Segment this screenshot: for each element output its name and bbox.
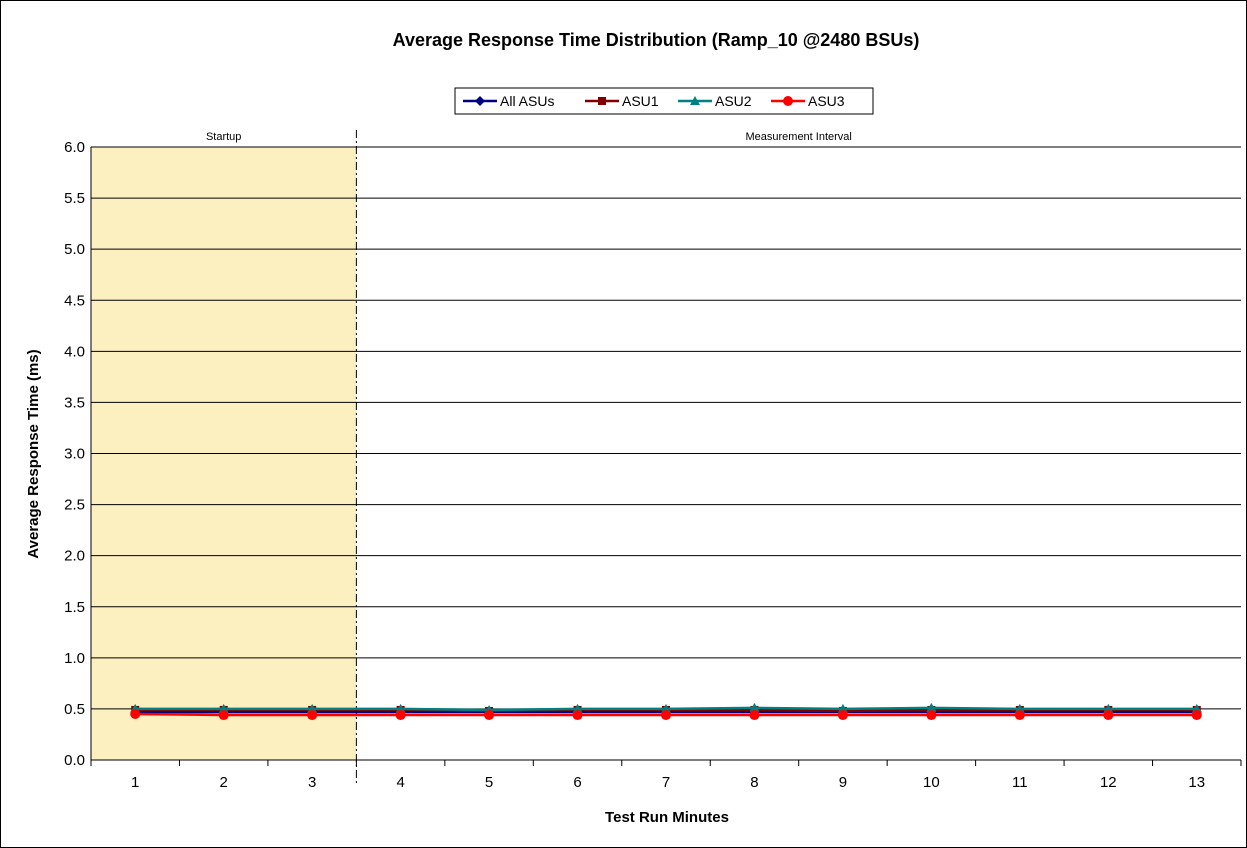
data-point-asu3 bbox=[749, 710, 760, 721]
x-axis-title: Test Run Minutes bbox=[605, 809, 729, 826]
y-tick-label: 2.5 bbox=[64, 497, 85, 514]
y-tick-label: 5.5 bbox=[64, 190, 85, 207]
data-point-asu2 bbox=[1103, 703, 1114, 713]
x-tick-label: 6 bbox=[573, 774, 581, 791]
legend-label: All ASUs bbox=[500, 93, 554, 109]
data-point-asu2 bbox=[1014, 703, 1025, 713]
y-tick-label: 0.5 bbox=[64, 701, 85, 718]
legend-label: ASU1 bbox=[622, 93, 659, 109]
x-tick-label: 10 bbox=[923, 774, 940, 791]
legend-marker bbox=[690, 96, 700, 105]
data-point-asu2 bbox=[218, 703, 229, 713]
data-point-asu3 bbox=[837, 710, 848, 721]
data-point-asu3 bbox=[484, 710, 495, 721]
x-tick-label: 5 bbox=[485, 774, 493, 791]
x-tick-label: 12 bbox=[1100, 774, 1117, 791]
data-point-asu3 bbox=[395, 710, 406, 721]
x-tick-label: 2 bbox=[220, 774, 228, 791]
y-tick-label: 1.0 bbox=[64, 650, 85, 667]
data-point-asu2 bbox=[307, 703, 318, 713]
data-point-asu2 bbox=[572, 703, 583, 713]
region-label-startup: Startup bbox=[206, 131, 241, 143]
data-point-asu2 bbox=[926, 702, 937, 712]
data-point-asu3 bbox=[572, 710, 583, 721]
data-point-asu3 bbox=[1103, 710, 1114, 721]
data-point-asu3 bbox=[130, 709, 141, 720]
data-point-asu2 bbox=[1191, 703, 1202, 713]
legend: All ASUs ASU1 ASU2 ASU3 bbox=[454, 87, 874, 115]
region-label-measurement: Measurement Interval bbox=[745, 131, 851, 143]
y-tick-label: 0.0 bbox=[64, 752, 85, 769]
data-point-asu3 bbox=[926, 710, 937, 721]
x-tick-label: 7 bbox=[662, 774, 670, 791]
x-tick-label: 4 bbox=[396, 774, 404, 791]
y-tick-label: 4.5 bbox=[64, 292, 85, 309]
legend-marker bbox=[475, 96, 485, 106]
y-tick-label: 1.5 bbox=[64, 599, 85, 616]
data-point-asu3 bbox=[218, 710, 229, 721]
y-tick-label: 6.0 bbox=[64, 139, 85, 156]
y-tick-label: 3.0 bbox=[64, 446, 85, 463]
data-point-asu3 bbox=[1191, 710, 1202, 721]
x-tick-label: 11 bbox=[1012, 774, 1028, 791]
legend-marker bbox=[598, 97, 606, 105]
legend-label: ASU2 bbox=[715, 93, 752, 109]
data-point-asu3 bbox=[1014, 710, 1025, 721]
data-point-asu3 bbox=[307, 710, 318, 721]
plot-area: 0.0 0.5 1.0 1.5 2.0 2.5 3.0 3.5 4.0 4.5 5.0 5.5 6.0 S… bbox=[64, 130, 1242, 791]
chart-title: Average Response Time Distribution (Ramp… bbox=[393, 30, 920, 50]
x-tick-label: 13 bbox=[1188, 774, 1205, 791]
data-point-asu3 bbox=[661, 710, 671, 721]
y-tick-label: 4.0 bbox=[64, 343, 85, 360]
x-tick-label: 1 bbox=[131, 774, 139, 791]
data-point-asu2 bbox=[749, 702, 760, 712]
y-tick-label: 2.0 bbox=[64, 548, 85, 565]
y-tick-label: 3.5 bbox=[64, 394, 85, 411]
x-tick-label: 9 bbox=[839, 774, 847, 791]
y-tick-label: 5.0 bbox=[64, 241, 85, 258]
legend-label: ASU3 bbox=[808, 93, 845, 109]
data-point-asu2 bbox=[837, 703, 848, 713]
x-tick-label: 3 bbox=[308, 774, 316, 791]
data-point-asu2 bbox=[395, 703, 406, 713]
legend-marker bbox=[783, 96, 793, 106]
x-tick-label: 8 bbox=[750, 774, 758, 791]
data-point-asu2 bbox=[661, 703, 671, 713]
y-axis-title: Average Response Time (ms) bbox=[25, 349, 42, 558]
